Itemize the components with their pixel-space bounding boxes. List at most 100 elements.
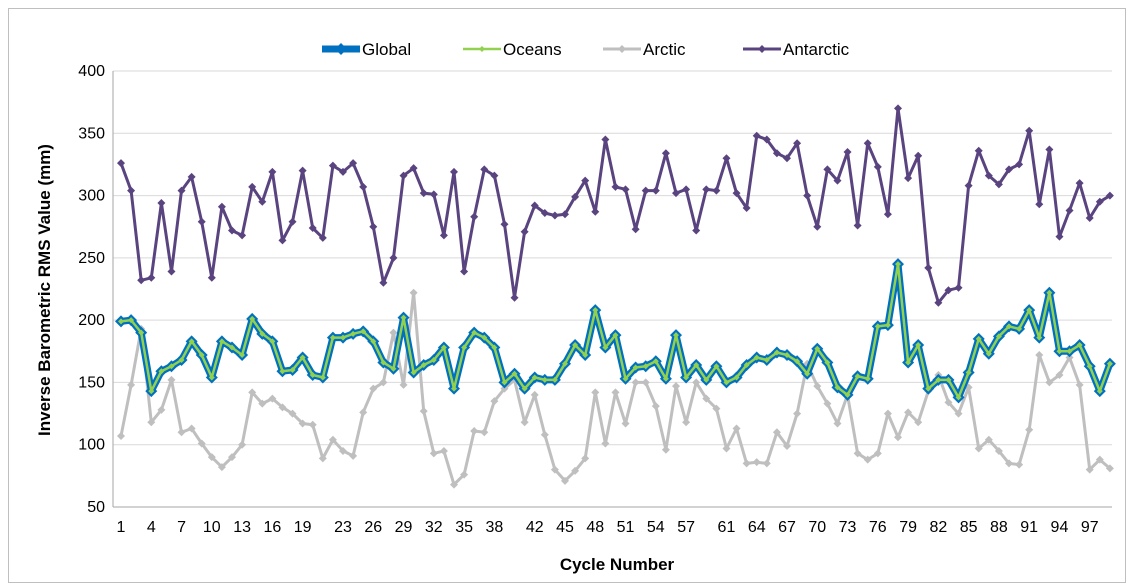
data-point [702, 185, 711, 194]
data-point [470, 427, 479, 436]
data-point [561, 476, 569, 485]
data-point [904, 174, 913, 183]
data-point [1056, 348, 1063, 355]
data-point [924, 263, 933, 272]
data-point [651, 402, 660, 411]
data-point [662, 375, 669, 382]
data-point [833, 419, 842, 428]
data-point [703, 376, 710, 383]
data-point [178, 357, 185, 364]
legend-label: Arctic [643, 40, 686, 59]
data-point [229, 344, 235, 351]
data-point [218, 338, 225, 345]
data-point [410, 369, 417, 376]
data-point [571, 466, 580, 475]
data-point [550, 465, 559, 474]
data-point [187, 172, 196, 181]
data-point [692, 378, 701, 387]
x-tick-label: 64 [748, 519, 766, 536]
data-point [531, 374, 538, 381]
x-tick-label: 61 [718, 519, 736, 536]
x-tick-label: 76 [869, 519, 887, 536]
data-point [490, 171, 499, 180]
data-point [1055, 370, 1064, 379]
axes [112, 71, 1112, 508]
data-point [611, 388, 620, 397]
data-point [409, 288, 418, 297]
legend-swatch-marker [479, 46, 485, 52]
data-point [197, 217, 206, 226]
data-point [974, 146, 983, 155]
data-point [581, 176, 590, 185]
data-point [853, 449, 862, 458]
data-point [409, 164, 418, 173]
data-point [198, 352, 205, 359]
data-point [793, 139, 802, 148]
data-point [883, 210, 892, 219]
data-point [399, 171, 408, 180]
data-point [784, 352, 790, 359]
data-point [480, 428, 489, 437]
data-point [904, 408, 913, 417]
x-tick-label: 97 [1081, 519, 1099, 536]
data-point [803, 191, 812, 200]
data-point [712, 404, 721, 413]
data-point [843, 147, 852, 156]
data-point [1025, 126, 1034, 135]
x-tick-label: 94 [1051, 519, 1069, 536]
legend-swatch-marker [758, 45, 766, 53]
data-point [934, 298, 943, 307]
data-point [793, 409, 802, 418]
x-tick-label: 32 [425, 519, 443, 536]
data-point [1065, 353, 1074, 362]
data-point [894, 433, 902, 442]
data-point [783, 154, 791, 163]
data-point [572, 342, 579, 349]
data-point [844, 391, 851, 398]
data-point [349, 451, 358, 460]
data-point [733, 374, 740, 381]
data-point [177, 428, 186, 437]
y-tick-label: 150 [78, 374, 105, 391]
legend-swatch-marker [335, 43, 347, 55]
y-tick-label: 250 [78, 250, 105, 267]
legend-item-oceans: Oceans [463, 40, 562, 59]
x-tick-label: 7 [177, 519, 186, 536]
data-point [1065, 206, 1074, 215]
data-point [873, 449, 882, 458]
data-point [228, 453, 236, 462]
data-point [298, 166, 307, 175]
y-tick-label: 200 [78, 312, 105, 329]
data-point [369, 222, 378, 231]
series-antarctic [117, 104, 1114, 307]
data-point [672, 382, 680, 391]
data-point [1076, 342, 1083, 349]
data-point [794, 358, 801, 365]
data-point [642, 363, 649, 370]
x-tick-label: 45 [556, 519, 574, 536]
data-point [712, 186, 721, 195]
data-point [954, 409, 963, 418]
data-point [117, 431, 125, 440]
data-point [804, 370, 811, 377]
data-point [772, 149, 781, 158]
x-tick-label: 57 [677, 519, 695, 536]
data-point [773, 349, 780, 356]
data-point [965, 369, 972, 376]
data-point [994, 446, 1003, 455]
data-point [632, 364, 639, 371]
data-point [248, 182, 257, 191]
data-point [359, 408, 368, 417]
data-point [511, 370, 518, 377]
x-tick-label: 26 [364, 519, 382, 536]
data-point [308, 223, 317, 232]
data-point [995, 333, 1002, 340]
data-point [268, 167, 277, 176]
data-point [1106, 360, 1113, 367]
data-point [258, 399, 267, 408]
x-tick-label: 82 [929, 519, 947, 536]
data-point [450, 167, 458, 176]
data-point [1016, 325, 1023, 332]
data-point [641, 378, 650, 387]
data-point [279, 368, 286, 375]
